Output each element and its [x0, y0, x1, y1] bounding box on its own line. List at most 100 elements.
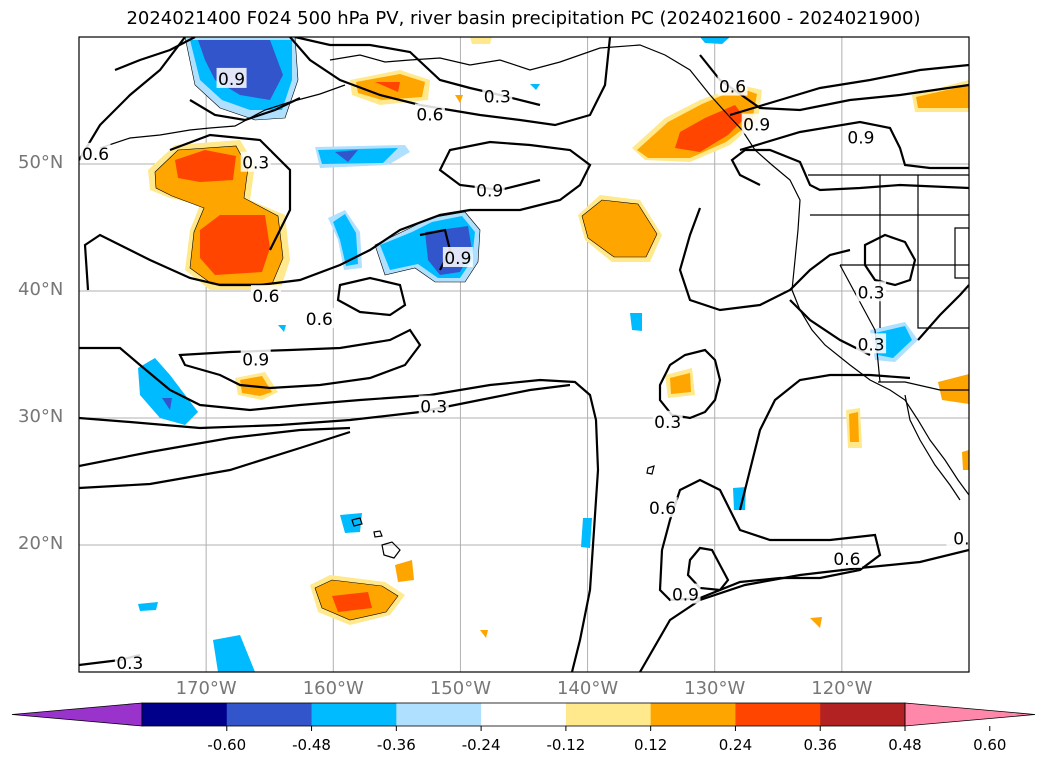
colorbar-bin — [142, 703, 228, 726]
contour-label: 0.6 — [719, 78, 746, 98]
colorbar-tick-label: -0.48 — [292, 736, 331, 754]
neg-anomaly-patch — [630, 313, 642, 331]
pos-anomaly-patch — [849, 412, 859, 442]
contour-label-bg — [240, 348, 271, 369]
colorbar-bin — [820, 703, 906, 726]
pv-contour-0.6 — [289, 37, 612, 127]
pv-contour-0.9 — [79, 426, 351, 468]
colorbar-bin — [226, 703, 313, 726]
pv-contour-0.6 — [639, 548, 969, 672]
pos-anomaly-patch — [200, 215, 270, 275]
contour-label: 0.6 — [252, 287, 279, 307]
lat-tick-label: 50°N — [18, 152, 64, 173]
contour-label-bg — [250, 285, 281, 306]
pv-contour-0.3 — [79, 430, 351, 490]
colorbar-tick-label: 0.36 — [803, 736, 837, 754]
lon-tick-label: 120°W — [811, 678, 873, 699]
pos-anomaly-patch — [581, 199, 658, 258]
pv-contour-0.9 — [739, 120, 969, 170]
pv-contours — [79, 37, 969, 672]
contour-label-bg — [240, 151, 271, 172]
precip-anomaly-fills — [138, 37, 969, 672]
pos-anomaly-patch — [938, 374, 969, 404]
contour-label-bg — [845, 126, 876, 147]
contour-label-bg — [418, 395, 449, 416]
pv-contour-0.9 — [178, 328, 422, 390]
neg-anomaly-patch — [700, 37, 730, 44]
colorbar-bin — [311, 703, 397, 726]
contour-label: 0.6 — [416, 105, 443, 125]
contour-label-bg — [482, 85, 513, 106]
lon-tick-label: 130°W — [684, 678, 746, 699]
aleutian-islands — [99, 84, 346, 149]
contour-label: 0.3 — [242, 154, 269, 174]
map-title: 2024021400 F024 500 hPa PV, river basin … — [126, 8, 921, 29]
colorbar-bin — [565, 703, 652, 726]
neg-anomaly-patch — [333, 214, 358, 266]
contour-label-bg — [114, 652, 145, 672]
colorbar-tick-label: 0.24 — [718, 736, 753, 754]
pos-anomaly-patch — [455, 95, 463, 103]
pv-contour-0.6 — [79, 37, 186, 161]
colorbar-bin — [650, 703, 736, 726]
pv-contour-0.3 — [917, 284, 969, 341]
contour-label: 0.6 — [649, 499, 676, 519]
contour-label: 0.6 — [306, 310, 333, 330]
lon-tick-label: 140°W — [556, 678, 619, 699]
pv-contour-0.6 — [789, 299, 871, 356]
colorbar-extend-min — [11, 702, 143, 727]
pv-contour-0.9 — [686, 546, 730, 592]
neg-anomaly-patch — [733, 487, 746, 510]
contour-label-bg — [80, 142, 111, 163]
colorbar-frame — [141, 702, 906, 727]
pv-contour-0.6 — [729, 63, 969, 117]
pv-contour-0.3 — [79, 383, 571, 430]
baja-california — [904, 394, 961, 501]
contour-label-bg — [216, 67, 247, 88]
pos-anomaly-patch — [470, 37, 492, 44]
pv-contour-0.3 — [169, 133, 292, 251]
contour-label-bg — [652, 410, 683, 431]
pv-contour-0.6 — [658, 478, 882, 602]
neg-anomaly-patch — [530, 84, 540, 90]
lat-tick-label: 40°N — [18, 279, 64, 300]
pv-contour-0.6 — [83, 140, 592, 291]
contour-label-bg — [442, 246, 473, 267]
contour-label-bg — [741, 113, 772, 134]
contour-label-bg — [474, 179, 505, 200]
pv-contour-0.3 — [738, 373, 911, 511]
contour-label: 0.3 — [654, 413, 681, 433]
pos-anomaly-patch — [670, 373, 691, 394]
colorbar — [11, 702, 1036, 731]
contour-label: 0. — [953, 530, 969, 550]
island-small — [646, 465, 655, 475]
pv-contour-0.9 — [678, 207, 851, 312]
colorbar-extend-max — [904, 702, 1036, 727]
colorbar-tick-label: -0.36 — [376, 736, 416, 754]
pv-contour-0.6 — [79, 346, 600, 672]
pos-anomaly-patch — [375, 82, 400, 92]
pv-contour-0.3 — [730, 148, 969, 192]
contour-label: 0.3 — [858, 283, 885, 303]
pv-contour-0.9 — [189, 97, 301, 122]
neg-anomaly-patch — [340, 513, 362, 533]
pos-anomaly-patch — [395, 560, 414, 582]
neg-anomaly-patch — [138, 358, 198, 425]
pos-anomaly-patch — [175, 150, 236, 182]
hawaii-oahu — [351, 517, 363, 527]
state-border — [954, 227, 969, 279]
colorbar-bin — [481, 703, 567, 726]
contour-label: 0.3 — [858, 335, 885, 355]
pv-contour-0.3 — [863, 233, 917, 287]
map-frame — [78, 36, 970, 673]
contour-label: 0.9 — [242, 351, 269, 371]
neg-anomaly-patch — [581, 518, 592, 548]
neg-anomaly-patch — [138, 602, 158, 611]
colorbar-tick-label: 0.48 — [888, 736, 922, 754]
contour-label-bg — [670, 583, 701, 604]
colorbar-tick-label: -0.12 — [546, 736, 586, 754]
contour-label-bg — [414, 103, 445, 124]
pos-anomaly-patch — [962, 450, 969, 470]
lon-tick-label: 170°W — [175, 678, 237, 699]
colorbar-bin — [735, 703, 821, 726]
